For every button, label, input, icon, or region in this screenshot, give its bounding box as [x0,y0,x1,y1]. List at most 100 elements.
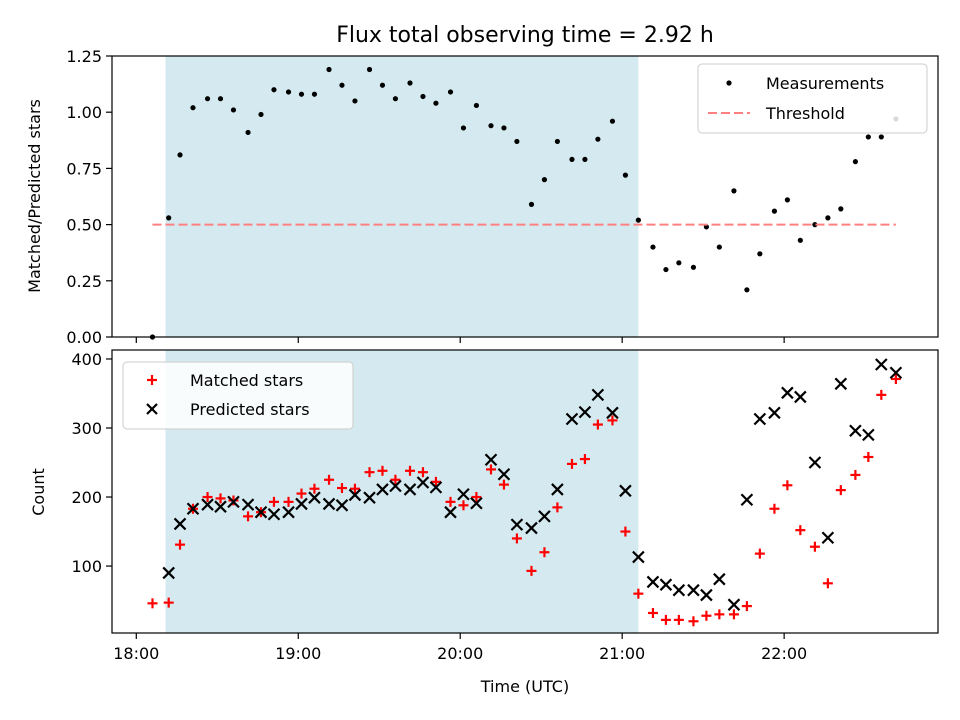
matched-point [309,483,320,494]
legend-label-measurements: Measurements [766,74,884,93]
predicted-point [376,483,389,496]
top-legend-box [697,63,928,134]
measurement-point [676,260,682,266]
predicted-point [740,493,754,507]
predicted-point [201,498,214,511]
measurement-point [569,156,575,163]
top-panel: 0.00 0.25 0.50 0.75 1.00 1.25 Flux total obse… [25,23,939,347]
bottom-plot-frame [111,349,939,634]
measurement-point [366,66,373,73]
predicted-point [444,505,457,519]
predicted-point [267,508,281,521]
measurement-point [744,287,750,293]
predicted-point [551,483,564,496]
measurement-point [311,91,318,97]
measurement-point [473,102,480,109]
y-tick-label: 0.75 [66,159,102,178]
bottom-x-axis-label: Time (UTC) [480,677,569,696]
predicted-point [889,366,903,380]
measurement-point [622,172,629,178]
matched-point [445,496,456,507]
y-tick-label: 0.50 [66,216,102,235]
measurement-point [554,138,560,145]
matched-point [163,597,174,608]
measurement-point [528,201,535,207]
predicted-point [713,572,726,586]
predicted-point [862,428,875,442]
legend-label-predicted: Predicted stars [190,400,310,419]
measurement-point [488,123,494,129]
measurement-point [420,93,426,100]
top-chart-title: Flux total observing time = 2.92 h [336,23,714,48]
matched-point [890,373,901,384]
predicted-point [619,484,632,498]
predicted-point [510,518,524,531]
y-tick-label: 200 [71,488,102,507]
x-tick-label: 21:00 [599,644,645,663]
measurement-point [825,215,831,221]
predicted-point [241,498,255,511]
predicted-point [484,453,498,467]
measurement-point [285,89,292,95]
measurement-point [690,264,697,270]
measurement-point [447,89,454,95]
measurement-point [217,96,224,102]
measurement-point [635,217,641,223]
matched-point [498,479,509,490]
top-y-axis-label: Matched/Predicted stars [25,99,44,293]
matched-point [268,496,279,507]
predicted-point [849,424,862,438]
measurement-point [407,80,413,86]
measurement-point [784,197,790,203]
matched-point [349,483,360,494]
legend-marker-measurements [726,80,732,86]
matched-point [809,541,820,552]
matched-point [607,415,618,426]
predicted-point [497,467,511,481]
matched-point [417,467,428,478]
predicted-point [335,499,349,512]
predicted-point [308,491,321,504]
matched-point [283,496,294,507]
measurement-point [595,136,601,142]
legend-marker-matched [147,375,157,385]
predicted-point [389,479,402,493]
predicted-point [162,566,175,580]
matched-point [458,500,469,511]
measurement-point [501,125,507,131]
predicted-point [834,377,848,391]
predicted-point [821,531,835,545]
x-tick-label: 20:00 [437,644,483,663]
predicted-point [363,491,376,504]
matched-point [175,539,186,550]
measurement-point [166,215,172,221]
measurement-point [339,82,345,88]
predicted-point [794,390,807,404]
matched-point [215,493,226,504]
y-tick-label: 300 [71,419,102,438]
predicted-point [525,521,538,535]
matched-point [876,389,887,400]
measurement-point [379,82,386,88]
matched-point [430,476,441,487]
legend-label-matched: Matched stars [190,371,303,390]
y-tick-label: 1.25 [66,47,102,66]
matched-point [202,492,213,503]
matched-point [566,458,577,469]
predicted-point [578,405,592,419]
legend-marker-predicted [146,403,158,415]
measurement-point [663,266,669,273]
predicted-point [254,505,268,519]
predicted-point [470,496,483,510]
matched-point [552,502,563,513]
matched-point [769,503,780,514]
matched-point [296,488,307,499]
matched-point [850,469,861,480]
matched-point [647,607,658,618]
predicted-point [727,598,741,611]
measurement-point [245,129,251,136]
measurement-point [258,111,264,118]
predicted-point [538,510,551,523]
y-tick-label: 100 [71,557,102,576]
x-tick-label: 22:00 [761,644,807,663]
